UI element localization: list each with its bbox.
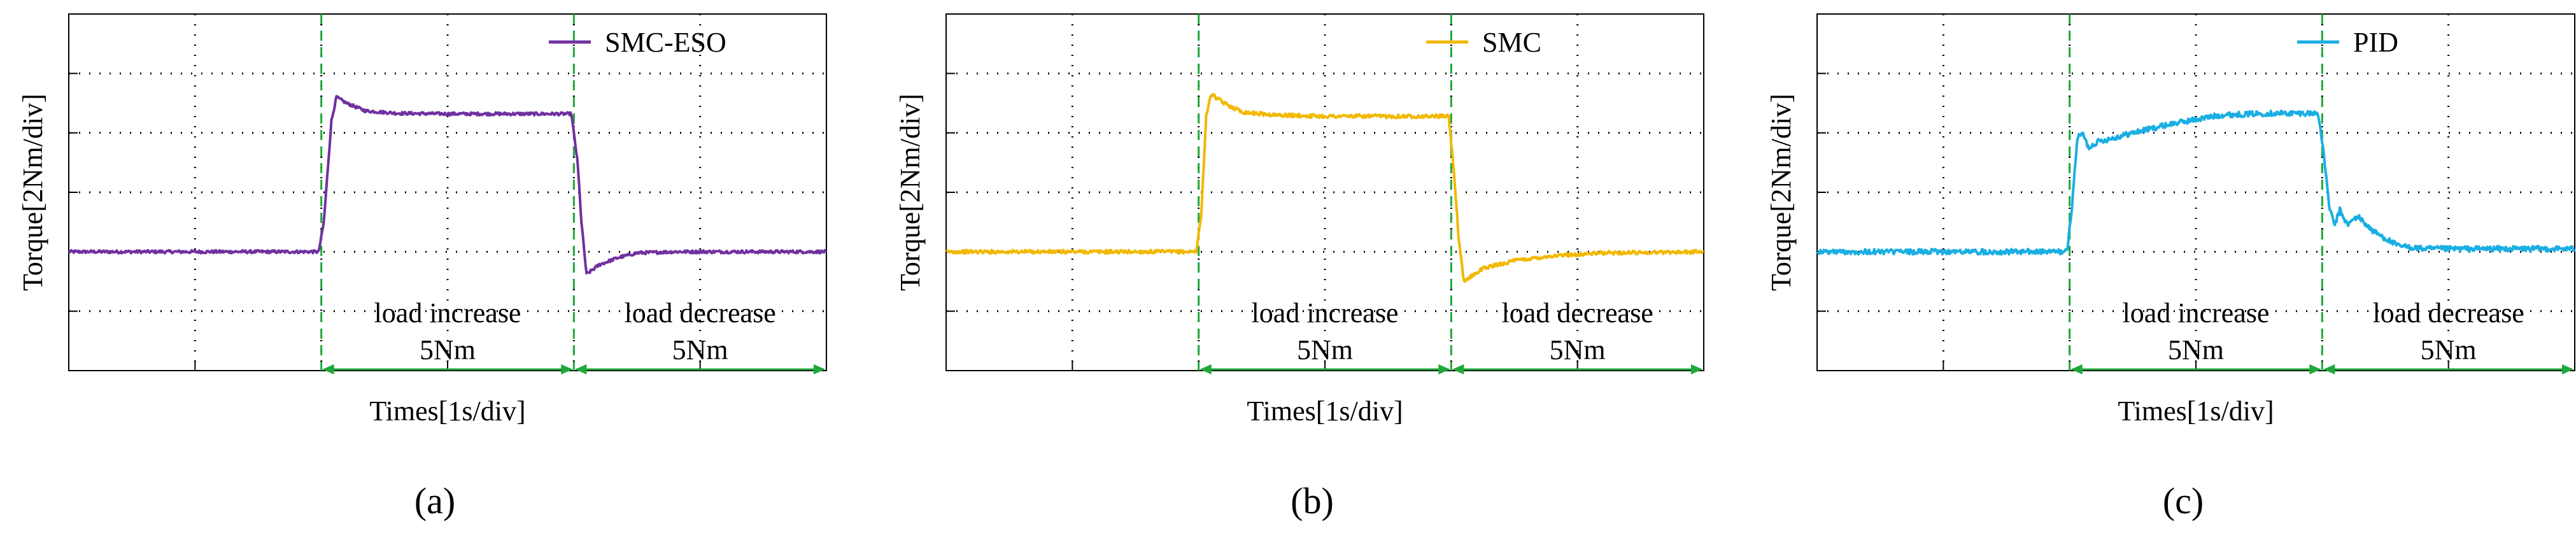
event-label-line1: load increase (374, 297, 521, 329)
span-arrow-head-left (1200, 364, 1212, 374)
event-label-line1: load decrease (1502, 297, 1653, 329)
event-label-line1: load increase (2123, 297, 2270, 329)
x-axis-label: Times[1s/div] (369, 395, 525, 427)
panel-caption: (b) (1291, 480, 1334, 522)
span-arrow-head-left (2323, 364, 2335, 374)
chart-panel-a: load increase 5Nm load decrease 5Nm SMC-ESO T… (0, 0, 828, 533)
event-label-line2: 5Nm (2168, 334, 2224, 366)
legend-label: SMC-ESO (605, 27, 726, 58)
span-arrow-head-left (575, 364, 587, 374)
y-axis-label: Torque[2Nm/div] (17, 94, 48, 291)
span-arrow-head-left (1452, 364, 1464, 374)
span-arrow-head-right (2309, 364, 2321, 374)
span-arrow-head-right (561, 364, 573, 374)
event-label-line2: 5Nm (1550, 334, 1606, 366)
series-line-smc (945, 93, 1704, 283)
legend-label: SMC (1482, 27, 1541, 58)
legend-label: PID (2353, 27, 2398, 58)
event-label-line1: load decrease (625, 297, 776, 329)
event-label-line2: 5Nm (1297, 334, 1353, 366)
x-axis-label: Times[1s/div] (1247, 395, 1403, 427)
event-label-line1: load decrease (2373, 297, 2524, 329)
event-label-line2: 5Nm (420, 334, 476, 366)
span-arrow-head-right (2562, 364, 2573, 374)
panel-caption: (c) (2163, 480, 2204, 522)
chart-panel-b: load increase 5Nm load decrease 5Nm SMC Torqu… (877, 0, 1705, 533)
x-axis-label: Times[1s/div] (2118, 395, 2274, 427)
event-label-line1: load increase (1252, 297, 1399, 329)
span-arrow-head-right (1438, 364, 1450, 374)
chart-svg-b: load increase 5Nm load decrease 5Nm SMC Torqu… (895, 13, 1704, 522)
series-line-pid (1816, 110, 2576, 256)
series-line-smc-eso (67, 95, 828, 274)
y-axis-label: Torque[2Nm/div] (1766, 94, 1797, 291)
event-label-line2: 5Nm (2421, 334, 2477, 366)
span-arrow-head-right (814, 364, 825, 374)
chart-svg-c: load increase 5Nm load decrease 5Nm PID Torqu… (1766, 13, 2576, 522)
y-axis-label: Torque[2Nm/div] (895, 94, 926, 291)
panel-caption: (a) (414, 480, 455, 522)
chart-svg-a: load increase 5Nm load decrease 5Nm SMC-ESO T… (17, 13, 828, 522)
span-arrow-head-left (2070, 364, 2083, 374)
event-label-line2: 5Nm (672, 334, 728, 366)
chart-panel-c: load increase 5Nm load decrease 5Nm PID Torqu… (1748, 0, 2576, 533)
span-arrow-head-right (1691, 364, 1702, 374)
span-arrow-head-left (322, 364, 334, 374)
